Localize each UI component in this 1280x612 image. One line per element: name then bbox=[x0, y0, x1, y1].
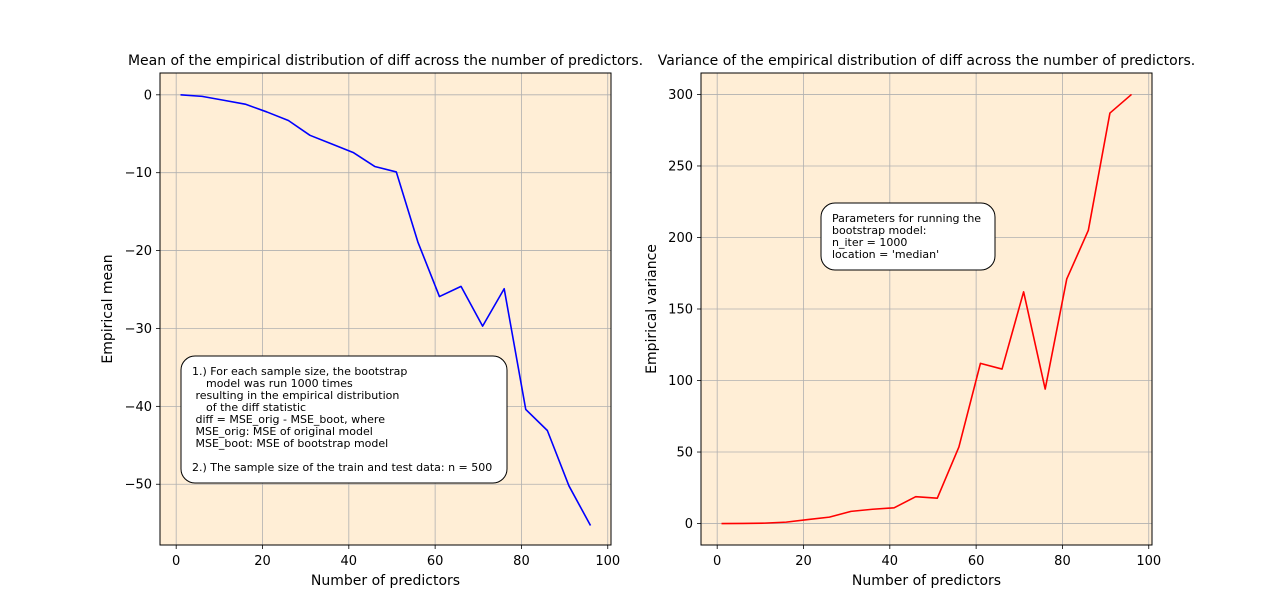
left-series bbox=[180, 94, 592, 526]
annotation-line: diff = MSE_orig - MSE_boot, where bbox=[192, 413, 385, 426]
series-line bbox=[721, 93, 1133, 525]
right-ticks: 0 20 40 60 80 100 0 50 100 150 200 250 300 bbox=[668, 88, 1161, 569]
x-tick-label: 60 bbox=[968, 554, 985, 569]
annotation-line: MSE_orig: MSE of original model bbox=[192, 425, 373, 438]
y-tick-label: 50 bbox=[676, 446, 693, 461]
x-tick-label: 100 bbox=[1136, 554, 1161, 569]
y-tick-label: 150 bbox=[668, 303, 693, 318]
right-annotation-box: Parameters for running the bootstrap mode… bbox=[820, 202, 996, 271]
left-annotation-box: 1.) For each sample size, the bootstrap … bbox=[180, 355, 508, 484]
left-x-axis-label: Number of predictors bbox=[311, 573, 460, 589]
annotation-line: location = 'median' bbox=[832, 248, 939, 261]
annotation-line: 2.) The sample size of the train and tes… bbox=[192, 461, 492, 474]
right-chart-title: Variance of the empirical distribution o… bbox=[658, 53, 1195, 69]
y-tick-label: −40 bbox=[125, 400, 152, 415]
left-annotation-text: 1.) For each sample size, the bootstrap … bbox=[192, 365, 492, 474]
left-annotation-frame bbox=[180, 355, 508, 484]
annotation-line: Parameters for running the bbox=[832, 212, 981, 225]
right-y-axis-label: Empirical variance bbox=[644, 244, 660, 374]
right-subplot: 0 20 40 60 80 100 0 50 100 150 200 250 300 Variance … bbox=[644, 53, 1195, 589]
y-tick-label: 300 bbox=[668, 88, 693, 103]
series-line bbox=[180, 94, 592, 526]
x-tick-label: 0 bbox=[713, 554, 721, 569]
annotation-line: 1.) For each sample size, the bootstrap bbox=[192, 365, 407, 378]
annotation-line: n_iter = 1000 bbox=[832, 236, 907, 249]
left-ticks: 0 20 40 60 80 100 0 −10 −20 −30 −40 −50 bbox=[125, 88, 621, 569]
x-tick-label: 40 bbox=[882, 554, 899, 569]
x-tick-label: 0 bbox=[172, 554, 180, 569]
x-tick-label: 60 bbox=[427, 554, 444, 569]
x-tick-label: 80 bbox=[1054, 554, 1071, 569]
x-tick-label: 40 bbox=[341, 554, 358, 569]
annotation-line: of the diff statistic bbox=[192, 401, 306, 414]
annotation-line: resulting in the empirical distribution bbox=[192, 389, 399, 402]
right-annotation-frame bbox=[820, 202, 996, 271]
annotation-line: model was run 1000 times bbox=[192, 377, 353, 390]
y-tick-label: 200 bbox=[668, 231, 693, 246]
x-tick-label: 20 bbox=[795, 554, 812, 569]
y-tick-label: −30 bbox=[125, 322, 152, 337]
right-x-axis-label: Number of predictors bbox=[852, 573, 1001, 589]
y-tick-label: 100 bbox=[668, 374, 693, 389]
x-tick-label: 80 bbox=[513, 554, 530, 569]
right-annotation-text: Parameters for running the bootstrap mode… bbox=[832, 212, 981, 261]
y-tick-label: −10 bbox=[125, 166, 152, 181]
left-y-axis-label: Empirical mean bbox=[100, 254, 116, 363]
y-tick-label: 250 bbox=[668, 159, 693, 174]
left-plot-frame bbox=[159, 72, 612, 546]
y-tick-label: −20 bbox=[125, 244, 152, 259]
x-tick-label: 20 bbox=[254, 554, 271, 569]
y-tick-label: 0 bbox=[144, 88, 152, 103]
left-chart-title: Mean of the empirical distribution of di… bbox=[128, 53, 643, 69]
y-tick-label: −50 bbox=[125, 478, 152, 493]
x-tick-label: 100 bbox=[595, 554, 620, 569]
y-tick-label: 0 bbox=[685, 517, 693, 532]
annotation-line: bootstrap model: bbox=[832, 224, 927, 237]
left-subplot: 0 20 40 60 80 100 0 −10 −20 −30 −40 −50 Mean of the… bbox=[100, 53, 643, 589]
right-gridlines bbox=[701, 73, 1152, 545]
right-series bbox=[721, 93, 1133, 525]
annotation-line: MSE_boot: MSE of bootstrap model bbox=[192, 437, 388, 450]
